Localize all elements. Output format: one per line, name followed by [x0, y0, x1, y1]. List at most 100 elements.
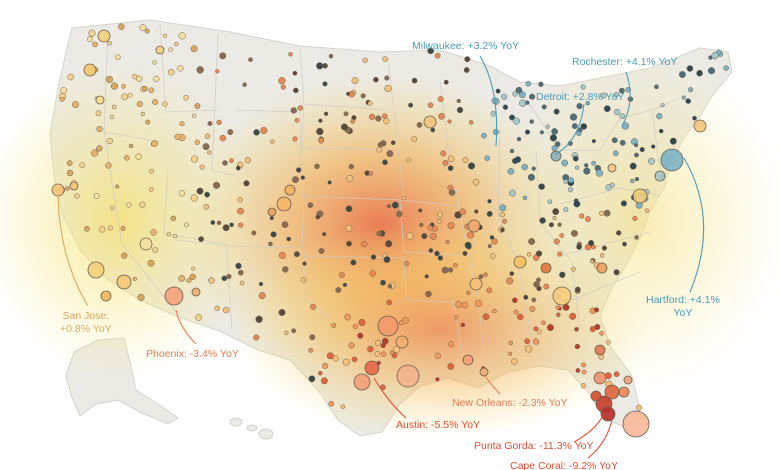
metro-dot	[199, 164, 205, 170]
metro-dot	[105, 162, 112, 169]
metro-dot	[189, 273, 196, 280]
metro-dot	[411, 136, 418, 142]
metro-dot	[406, 157, 411, 163]
metro-dot	[634, 176, 640, 182]
metro-dot	[322, 81, 328, 87]
metro-dot	[196, 66, 204, 74]
metro-dot	[207, 150, 212, 155]
metro-dot	[502, 104, 509, 110]
metro-dot	[350, 118, 356, 124]
metro-dot	[509, 271, 515, 276]
metro-dot	[509, 148, 515, 154]
metro-dot	[509, 189, 516, 197]
metro-dot	[79, 162, 86, 168]
metro-dot	[634, 235, 639, 240]
metro-dots-large	[51, 29, 707, 438]
metro-dot	[393, 345, 401, 353]
metro-dot	[630, 178, 635, 184]
metro-dot	[524, 345, 533, 353]
metro-dot-large	[97, 29, 111, 43]
metro-dot	[482, 313, 490, 321]
metro-dot	[427, 225, 434, 231]
metro-dot	[348, 342, 355, 349]
rochester-label: Rochester: +4.1% YoY	[572, 56, 678, 68]
rochester-leader	[621, 71, 631, 127]
metro-dot	[382, 56, 388, 62]
metro-dot	[486, 210, 493, 217]
metro-dot	[269, 216, 274, 221]
metro-dot	[495, 88, 501, 94]
metro-dot	[167, 68, 175, 76]
metro-dot-large	[95, 95, 105, 105]
metro-dot	[96, 125, 103, 133]
metro-dot	[599, 210, 605, 217]
metro-dot	[309, 334, 316, 341]
metro-dot	[66, 169, 74, 177]
metro-dots-small	[58, 23, 729, 411]
metro-dot	[202, 143, 210, 151]
metro-dot	[536, 329, 542, 335]
metro-dot	[227, 129, 234, 136]
metro-dot	[253, 334, 260, 341]
metro-dot	[237, 207, 244, 215]
metro-dot	[483, 272, 488, 277]
phoenix-leader	[175, 309, 197, 345]
metro-dot	[328, 53, 334, 59]
metro-dot	[406, 232, 414, 240]
metro-dot	[235, 262, 242, 270]
metro-dot	[447, 119, 452, 124]
metro-dot	[152, 99, 159, 105]
metro-dot	[84, 225, 90, 232]
metro-dot	[588, 239, 595, 247]
metro-dot	[419, 222, 424, 228]
phoenix-label: Phoenix: -3.4% YoY	[146, 348, 239, 360]
metro-dot	[622, 241, 627, 247]
metro-dot	[723, 65, 729, 71]
metro-dot	[421, 233, 428, 240]
metro-dot	[278, 251, 286, 259]
metro-dot	[538, 81, 544, 87]
metro-dot-large	[467, 219, 481, 233]
metro-dot	[386, 204, 391, 209]
metro-dot	[445, 239, 450, 245]
metro-dot	[575, 286, 581, 293]
metro-dot	[360, 93, 366, 99]
metro-dot	[462, 250, 468, 256]
metro-dot	[463, 67, 470, 73]
metro-dot	[574, 165, 580, 170]
san-jose-label-line2: +0.8% YoY	[60, 323, 112, 335]
metro-dot	[519, 99, 527, 107]
hartford-label: Hartford: +4.1% YoY	[646, 294, 720, 320]
metro-dot	[195, 314, 203, 321]
metro-dot	[472, 178, 480, 186]
metro-dot	[437, 255, 443, 261]
metro-dot-large	[377, 315, 399, 337]
metro-dot	[127, 92, 133, 98]
metro-dot	[191, 266, 196, 271]
metro-dot	[529, 306, 536, 312]
metro-dot	[323, 111, 329, 116]
metro-dot	[74, 193, 80, 199]
metro-dot	[124, 155, 130, 161]
metro-dot-large	[550, 150, 562, 162]
metro-dot-large	[69, 181, 79, 191]
metro-dot	[106, 137, 113, 145]
metro-dot	[178, 275, 186, 282]
metro-dot	[525, 100, 530, 105]
punta-gorda-label: Punta Gorda: -11.3% YoY	[474, 440, 594, 452]
metro-dot	[507, 168, 515, 175]
metro-dot	[282, 266, 289, 273]
metro-dot	[291, 328, 297, 334]
metro-dot	[258, 281, 264, 287]
metro-dot	[384, 84, 392, 93]
metro-dot	[580, 383, 587, 389]
metro-dot	[278, 309, 286, 316]
metro-dot	[88, 29, 96, 37]
metro-dot	[437, 211, 443, 218]
metro-dot	[343, 111, 349, 117]
metro-dot	[541, 320, 546, 326]
metro-dot	[367, 345, 374, 353]
metro-dot	[580, 123, 588, 130]
metro-dot	[316, 127, 324, 136]
metro-dot	[601, 245, 607, 251]
